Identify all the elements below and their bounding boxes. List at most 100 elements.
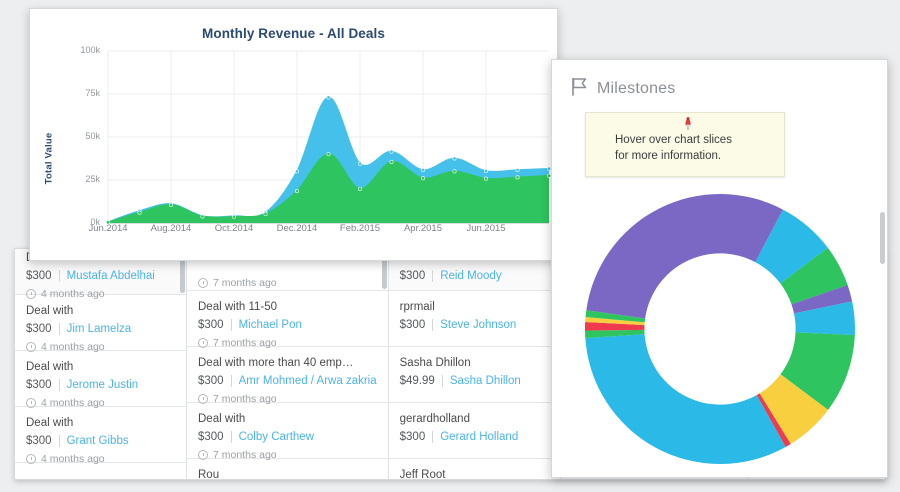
x-tick-label: Apr.2015 bbox=[403, 223, 443, 234]
clock-icon bbox=[26, 398, 36, 408]
deal-amount: $300 bbox=[26, 270, 52, 282]
deal-title: Rou bbox=[198, 469, 220, 480]
x-tick-label: Feb.2015 bbox=[339, 223, 381, 234]
deal-title: Jeff Root bbox=[399, 469, 446, 480]
deal-title: Deal with bbox=[26, 417, 74, 429]
donut-slice[interactable] bbox=[585, 334, 786, 464]
deal-timestamp-row: 4 months ago bbox=[26, 341, 175, 353]
donut-slice[interactable] bbox=[794, 301, 855, 336]
x-tick-label: Jun.2014 bbox=[88, 223, 128, 234]
pushpin-icon bbox=[682, 117, 694, 131]
deal-card[interactable]: Sasha Dhillon $49.99 Sasha Dhillon bbox=[388, 347, 560, 403]
flag-icon bbox=[571, 77, 588, 101]
donut-slice[interactable] bbox=[759, 374, 829, 444]
y-tick-label: 25k bbox=[85, 174, 100, 184]
x-axis-ticks: Jun.2014 Aug.2014 Oct.2014 Dec.2014 Feb.2015… bbox=[30, 223, 557, 241]
deal-card[interactable]: Deal with $300 Grant Gibbs 4 months ago bbox=[15, 407, 186, 465]
donut-slice[interactable] bbox=[585, 322, 645, 331]
deal-timestamp-row: 4 months ago bbox=[26, 288, 175, 300]
donut-slice[interactable] bbox=[756, 393, 791, 447]
deal-divider bbox=[230, 319, 232, 331]
deal-person-link[interactable]: Michael Pon bbox=[238, 319, 302, 331]
deal-amount: $300 bbox=[198, 375, 224, 387]
deal-amount: $300 bbox=[198, 319, 224, 331]
deal-person-link[interactable]: Amr Mohmed / Arwa zakria bbox=[238, 375, 377, 387]
y-axis-label: Total Value bbox=[43, 132, 55, 185]
deal-title: rprmail bbox=[399, 301, 435, 313]
deal-person-link[interactable]: Jim Lamelza bbox=[66, 323, 132, 335]
deal-amount: $300 bbox=[399, 431, 426, 443]
milestones-donut-chart[interactable] bbox=[552, 183, 888, 478]
deal-card[interactable]: Deal with $300 Jerome Justin 4 months ago bbox=[15, 351, 186, 409]
hover-hint-line2: for more information. bbox=[615, 150, 722, 162]
deal-divider bbox=[432, 270, 434, 282]
deal-amount-row: $300 Jim Lamelza bbox=[26, 323, 175, 335]
milestones-panel: Milestones Hover over chart slices for m… bbox=[551, 59, 888, 478]
clock-icon bbox=[198, 394, 208, 404]
deal-person-link[interactable]: Grant Gibbs bbox=[66, 435, 129, 447]
deal-person-link[interactable]: Reid Moody bbox=[440, 270, 502, 282]
clock-icon bbox=[26, 454, 36, 464]
donut-slice[interactable] bbox=[585, 310, 646, 323]
deal-title: Deal with bbox=[26, 305, 74, 317]
donut-slice[interactable] bbox=[586, 194, 783, 319]
board-column-2: 7 months ago Deal with 11-50 $300 Michael P… bbox=[187, 249, 389, 479]
deal-card[interactable]: Deal with $300 Jim Lamelza 4 months ago bbox=[15, 295, 186, 353]
clock-icon bbox=[26, 289, 36, 299]
deal-person-link[interactable]: Steve Johnson bbox=[440, 319, 517, 331]
hover-hint-text: Hover over chart slices for more informa… bbox=[615, 132, 776, 164]
deal-card[interactable]: rprmail $300 Steve Johnson bbox=[388, 291, 560, 347]
deal-title: Deal with more than 40 emp… bbox=[198, 357, 354, 369]
deal-time: 4 months ago bbox=[41, 453, 105, 465]
deal-time: 7 months ago bbox=[213, 393, 277, 405]
deal-time: 4 months ago bbox=[41, 288, 105, 300]
deal-card[interactable]: Deal with $300 Colby Carthew 7 months ago bbox=[187, 403, 388, 461]
deal-time: 7 months ago bbox=[213, 277, 277, 289]
milestones-scrollbar[interactable] bbox=[880, 212, 885, 264]
deal-card[interactable]: Rou bbox=[187, 459, 388, 480]
deal-card[interactable]: Deal with more than 40 emp… $300 Amr Mohme… bbox=[187, 347, 388, 405]
deal-card[interactable]: Jeff Root bbox=[388, 459, 560, 480]
milestones-header: Milestones bbox=[552, 60, 887, 101]
deal-title: Deal with 11-50 bbox=[198, 301, 278, 313]
board-column-3: $300 Reid Moody rprmail $300 Steve Johnson Sa… bbox=[388, 249, 561, 480]
column-scrollbar[interactable] bbox=[381, 249, 387, 479]
deal-title: gerardholland bbox=[399, 413, 470, 425]
deal-divider bbox=[58, 270, 60, 282]
deal-amount: $300 bbox=[198, 431, 224, 443]
deal-amount-row: $300 Reid Moody bbox=[400, 270, 549, 282]
milestones-title: Milestones bbox=[597, 80, 676, 97]
donut-slice[interactable] bbox=[780, 247, 848, 305]
donut-slice[interactable] bbox=[791, 285, 853, 314]
deal-person-link[interactable]: Gerard Holland bbox=[440, 431, 519, 443]
donut-slice[interactable] bbox=[755, 209, 828, 284]
deal-card[interactable]: Deal with 11-50 $300 Michael Pon 7 months a… bbox=[187, 291, 388, 349]
deal-person-link[interactable]: Colby Carthew bbox=[238, 431, 315, 443]
clock-icon bbox=[198, 278, 208, 288]
deal-time: 4 months ago bbox=[41, 341, 105, 353]
deal-amount: $300 bbox=[399, 319, 426, 331]
deal-timestamp-row: 7 months ago bbox=[198, 277, 377, 289]
donut-slice[interactable] bbox=[585, 329, 645, 339]
clock-icon bbox=[198, 338, 208, 348]
deal-amount: $300 bbox=[399, 270, 426, 282]
deal-divider bbox=[58, 435, 60, 447]
deal-person-link[interactable]: Mustafa Abdelhai bbox=[66, 270, 155, 282]
y-tick-label: 50k bbox=[85, 131, 100, 141]
deal-person-link[interactable]: Sasha Dhillon bbox=[449, 375, 521, 387]
y-tick-label: 75k bbox=[85, 88, 100, 98]
donut-slice[interactable] bbox=[780, 332, 855, 410]
clock-icon bbox=[26, 342, 36, 352]
deal-person-link[interactable]: Jerome Justin bbox=[66, 379, 139, 391]
column-scrollbar[interactable] bbox=[180, 249, 185, 479]
board-column-1: Deal with $300 Mustafa Abdelhai 4 months ag… bbox=[15, 249, 187, 479]
x-tick-label: Dec.2014 bbox=[276, 223, 318, 234]
deal-time: 4 months ago bbox=[41, 397, 105, 409]
deal-amount: $300 bbox=[26, 435, 52, 447]
deal-card[interactable]: gerardholland $300 Gerard Holland bbox=[388, 403, 560, 459]
deal-timestamp-row: 4 months ago bbox=[26, 453, 175, 465]
revenue-chart-card: Monthly Revenue - All Deals Total Value … bbox=[29, 8, 558, 261]
donut-slice[interactable] bbox=[585, 316, 645, 326]
deal-amount: $300 bbox=[26, 379, 52, 391]
